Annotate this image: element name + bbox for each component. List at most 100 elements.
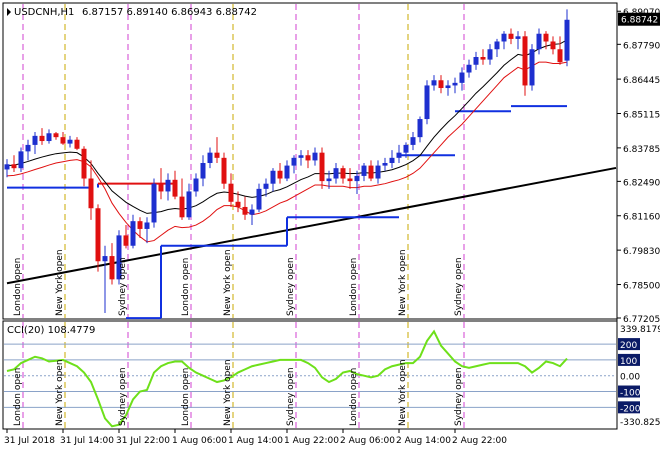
candle [95,204,101,272]
candle-body [396,152,402,158]
price-tick-label: 6.78500 [623,282,660,292]
candle-body [445,85,451,89]
candle [116,230,122,285]
candle [473,51,479,70]
candle-body [53,133,59,138]
candle [438,75,444,94]
price-tick-label: 6.79830 [623,247,660,257]
candle-body [95,208,101,262]
price-axis-ticks: 6.890706.877906.864456.851156.837856.824… [617,8,660,325]
session-label-cci: New York open [55,359,65,426]
candle-body [186,191,192,218]
candle-body [172,179,178,197]
candle [67,135,73,148]
slow-ma-line [6,39,568,214]
candle [417,116,423,143]
candle [60,131,66,145]
candle-body [375,165,381,179]
candle-body [284,165,290,179]
candle [431,75,437,91]
session-label-cci: London open [181,368,191,426]
candle-body [417,119,423,138]
candle-body [312,152,318,161]
candle-body [438,80,444,89]
candle-body [389,157,395,164]
candle-body [60,137,66,144]
current-price-badge: 6.88742 [618,12,660,26]
candle-body [347,178,353,182]
candle [557,36,563,65]
candle [242,196,248,220]
candle [564,9,570,67]
candle-body [18,151,24,169]
price-tick-label: 6.81160 [623,213,660,223]
candle [18,147,24,173]
candle-body [235,201,241,207]
candle [361,163,367,182]
candle-body [298,155,304,158]
price-tick-label: 6.82490 [623,178,660,188]
cci-level-label: 200 [620,341,637,351]
cci-level-badge [618,338,640,351]
trendline [6,166,617,285]
candle-body [340,168,346,179]
candle [452,77,458,94]
price-tick-label: 6.83785 [623,145,660,155]
candle [508,28,514,45]
cci-level-labels: 200 100 0.00 -100 -200 [618,338,641,414]
candle [88,160,94,220]
candle-body [529,49,535,86]
candle [25,139,31,161]
candle [347,168,353,189]
time-tick-label: 2 Aug 06:00 [340,436,395,446]
candle [151,178,157,228]
candle [326,170,332,189]
cci-series [6,329,568,428]
price-tick-label: 6.77205 [623,315,660,325]
candle-body [487,49,493,60]
candle-body [116,235,122,280]
time-tick-label: 1 Aug 06:00 [172,436,227,446]
cci-level-badge [618,385,640,398]
candle-body [515,36,521,39]
candle [466,59,472,78]
candle [543,31,549,50]
candle [186,183,192,220]
candle-body [326,178,332,182]
candle-body [522,36,528,86]
candle [354,170,360,195]
time-axis-ticks: 31 Jul 2018 31 Jul 14:00 31 Jul 22:00 1 Aug… [4,429,507,446]
candle [368,160,374,182]
candle-body [200,163,206,179]
candle [305,150,311,169]
candle-body [130,221,136,246]
cci-level-lines [4,343,616,408]
candle-body [228,183,234,202]
collapse-triangle-icon[interactable] [7,8,11,16]
candle [256,183,262,213]
symbol-header: USDCNH,H1 6.87157 6.89140 6.86943 6.8874… [7,7,257,18]
candle [46,129,52,144]
candle [81,146,87,187]
candle-body [466,64,472,73]
session-label-main: New York open [398,249,408,316]
session-label-main: Sydney open [286,257,296,316]
candle-body [361,165,367,176]
candle [529,44,535,91]
candle [319,147,325,189]
candle [130,214,136,249]
candle [11,155,17,173]
candle-body [74,139,80,149]
candle-body [81,148,87,179]
session-label-cci: New York open [223,359,233,426]
candle [179,178,185,220]
candle [389,150,395,169]
candle [249,204,255,226]
candle [487,44,493,65]
candle-body [165,179,171,192]
candle-body [221,157,227,184]
candle [109,243,115,285]
candle [158,168,164,200]
session-label-cci: London open [349,368,359,426]
